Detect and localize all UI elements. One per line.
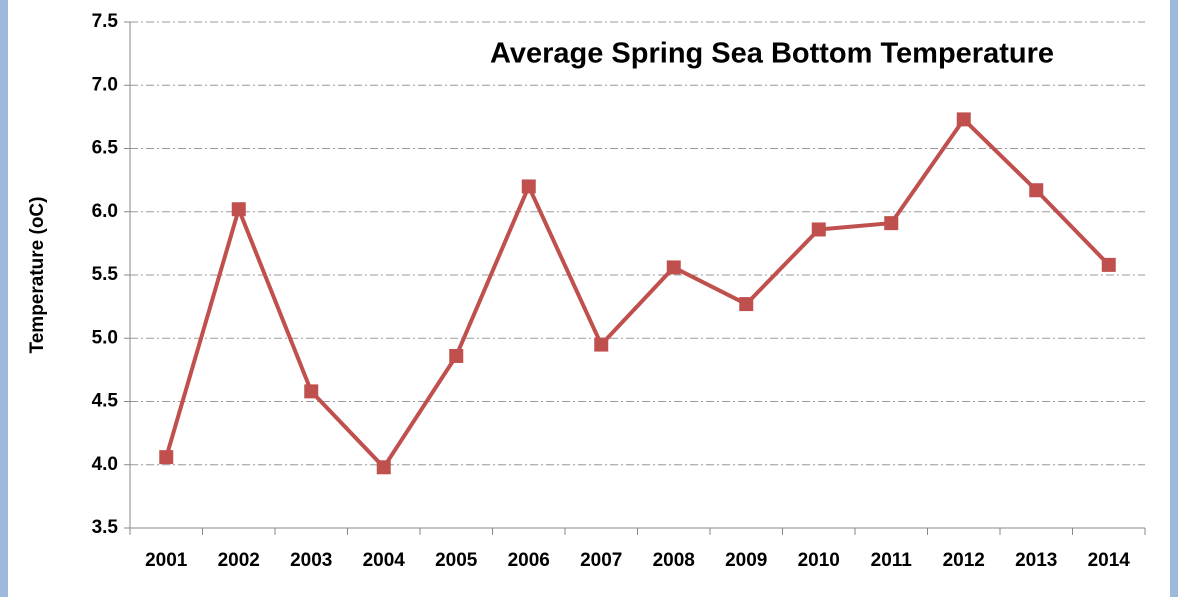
x-tick-label: 2013 [1015, 550, 1057, 571]
y-tick-label: 4.0 [92, 454, 118, 475]
x-tick-label: 2008 [653, 550, 695, 571]
marker [666, 260, 681, 275]
frame-left [0, 0, 8, 597]
marker [304, 384, 319, 399]
x-tick-label: 2010 [798, 550, 840, 571]
y-tick-label: 4.5 [92, 391, 119, 412]
x-tick-label: 2014 [1088, 550, 1131, 571]
marker [594, 337, 609, 352]
x-tick-label: 2011 [871, 550, 913, 571]
marker [521, 179, 536, 194]
x-tick-label: 2002 [218, 550, 260, 571]
y-tick-label: 6.0 [92, 201, 118, 222]
x-tick-label: 2009 [725, 550, 767, 571]
y-tick-label: 7.5 [92, 11, 119, 32]
chart-title: Average Spring Sea Bottom Temperature [490, 38, 1054, 70]
y-axis-label: Temperature (oC) [27, 197, 48, 354]
series-line [164, 117, 1111, 470]
marker [159, 450, 174, 465]
x-tick-label: 2005 [435, 550, 478, 571]
marker [449, 348, 464, 363]
marker [956, 112, 971, 127]
marker [1029, 183, 1044, 198]
x-tick-label: 2003 [290, 550, 332, 571]
x-tick-label: 2001 [145, 550, 188, 571]
x-tick-label: 2012 [943, 550, 985, 571]
x-tick-label: 2007 [580, 550, 622, 571]
y-tick-label: 3.5 [92, 517, 119, 538]
y-tick-label: 5.0 [92, 327, 118, 348]
y-tick-label: 5.5 [92, 264, 119, 285]
marker [884, 216, 899, 231]
marker [739, 297, 754, 312]
frame-right [1170, 0, 1178, 597]
x-tick-label: 2004 [363, 550, 406, 571]
marker [811, 222, 826, 237]
marker [1101, 257, 1116, 272]
x-tick-label: 2006 [508, 550, 550, 571]
marker [231, 202, 246, 217]
marker [376, 460, 391, 475]
y-tick-label: 6.5 [92, 138, 119, 159]
y-tick-label: 7.0 [92, 74, 118, 95]
